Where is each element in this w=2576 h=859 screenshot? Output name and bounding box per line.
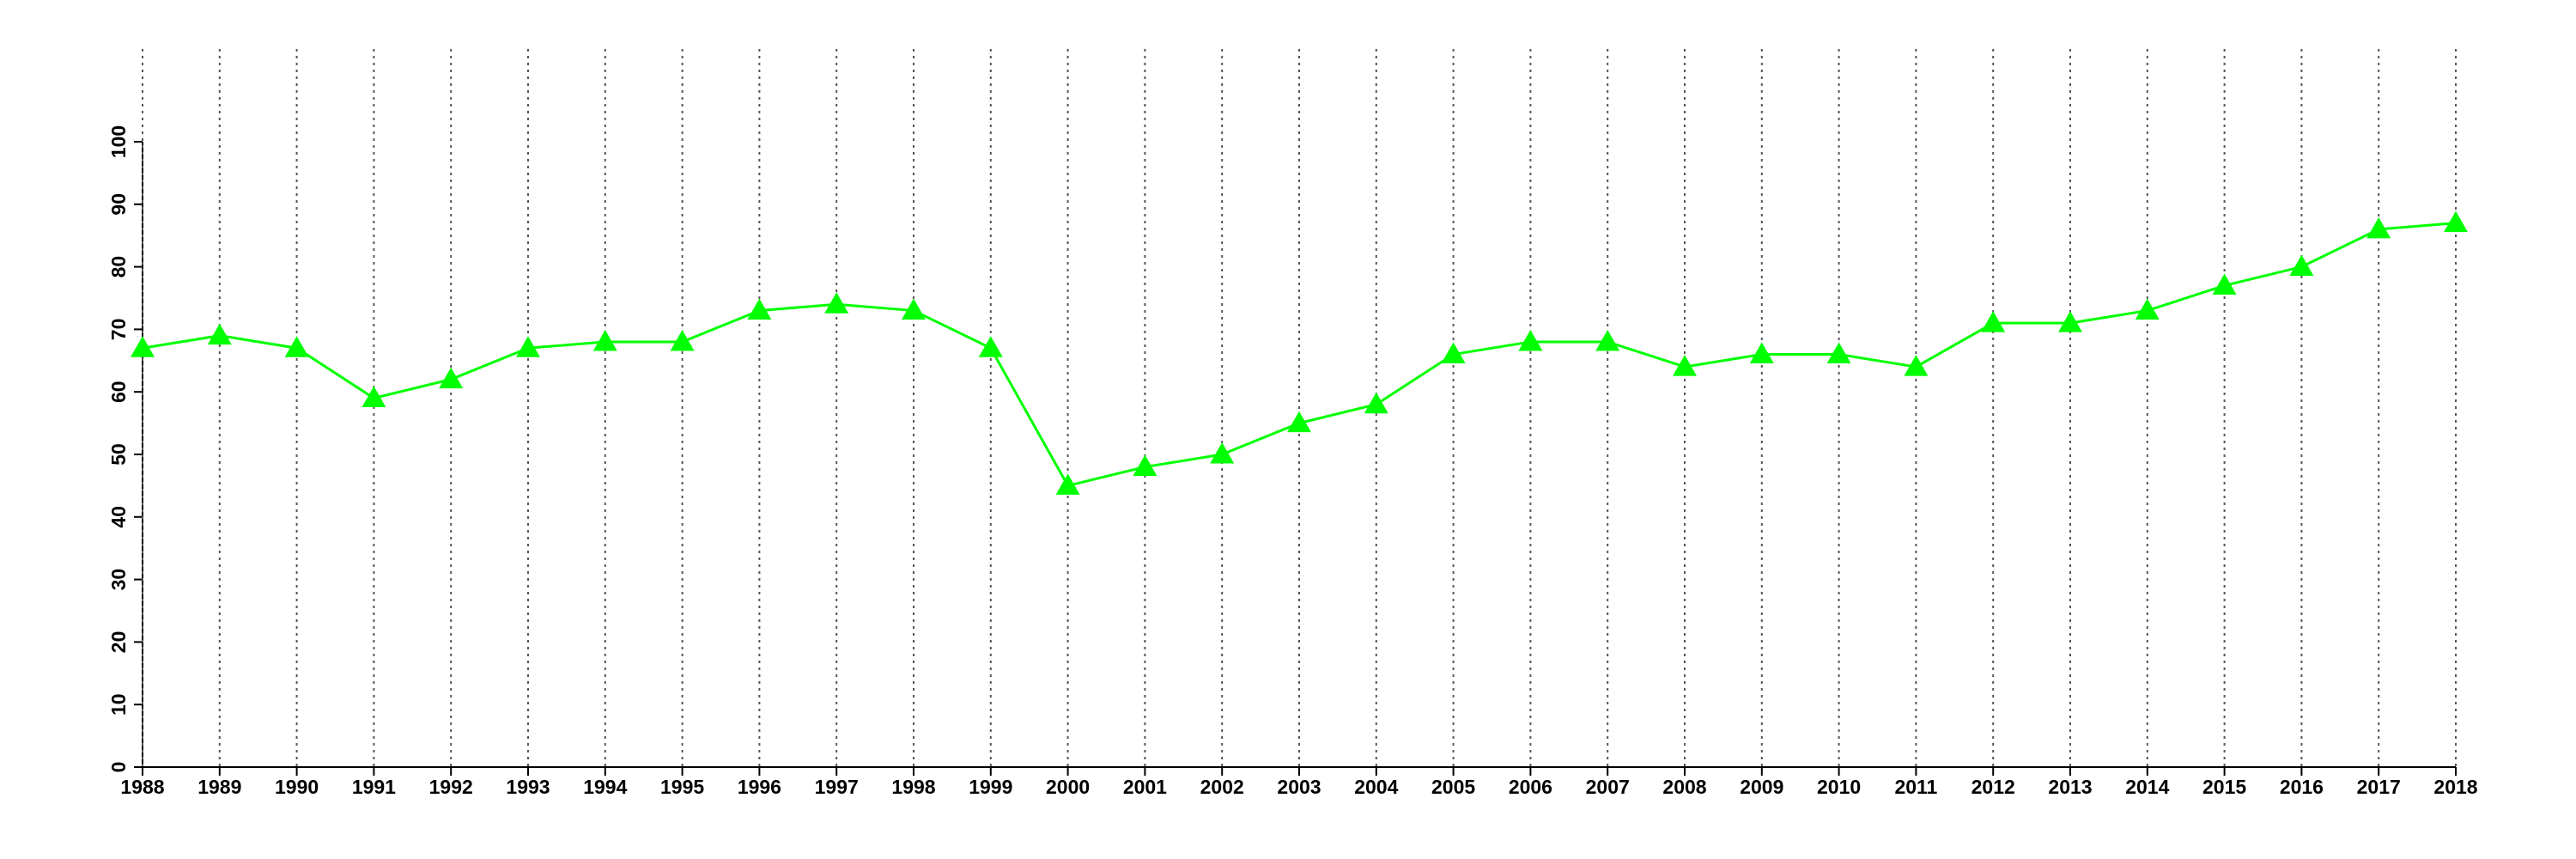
x-tick-label: 2016 — [2280, 776, 2324, 798]
x-tick-label: 2000 — [1046, 776, 1090, 798]
marker — [592, 329, 617, 351]
marker — [747, 298, 772, 320]
marker — [131, 336, 155, 357]
marker — [2135, 298, 2160, 320]
x-tick-label: 2013 — [2048, 776, 2092, 798]
marker — [1595, 329, 1620, 351]
marker — [1673, 355, 1697, 376]
marker — [902, 298, 926, 320]
x-tick-label: 1994 — [583, 776, 627, 798]
x-tick-label: 1997 — [815, 776, 859, 798]
y-tick-label: 50 — [107, 443, 130, 466]
marker — [2212, 273, 2237, 295]
marker — [516, 336, 540, 357]
x-tick-label: 2006 — [1509, 776, 1552, 798]
x-tick-label: 2002 — [1200, 776, 1244, 798]
marker — [439, 367, 464, 389]
y-tick-label: 40 — [107, 506, 130, 528]
marker — [2058, 311, 2082, 332]
x-tick-label: 2017 — [2357, 776, 2401, 798]
y-tick-label: 70 — [107, 319, 130, 341]
x-tick-label: 1999 — [969, 776, 1012, 798]
x-tick-label: 1988 — [120, 776, 164, 798]
marker — [1826, 342, 1851, 364]
y-tick-label: 80 — [107, 256, 130, 278]
marker — [284, 336, 309, 357]
marker — [1210, 442, 1235, 464]
x-tick-label: 2004 — [1354, 776, 1398, 798]
x-tick-label: 2015 — [2202, 776, 2246, 798]
y-tick-label: 90 — [107, 193, 130, 216]
x-tick-label: 1991 — [352, 776, 396, 798]
marker — [2444, 210, 2468, 233]
x-tick-label: 2011 — [1894, 776, 1937, 798]
x-tick-label: 2012 — [1971, 776, 2015, 798]
marker — [2366, 216, 2391, 239]
marker — [1287, 411, 1311, 433]
marker — [361, 386, 386, 407]
y-tick-label: 100 — [107, 125, 130, 158]
marker — [1055, 473, 1080, 495]
marker — [1981, 311, 2006, 332]
marker — [1749, 342, 1774, 364]
marker — [824, 292, 849, 314]
y-tick-label: 20 — [107, 631, 130, 654]
x-tick-label: 1998 — [891, 776, 935, 798]
marker — [1904, 355, 1929, 376]
x-tick-label: 2008 — [1662, 776, 1706, 798]
marker — [1133, 454, 1157, 477]
y-tick-label: 30 — [107, 569, 130, 591]
x-tick-label: 1995 — [660, 776, 704, 798]
marker — [978, 336, 1003, 357]
x-tick-label: 1996 — [738, 776, 781, 798]
x-tick-label: 2010 — [1817, 776, 1861, 798]
marker — [1364, 392, 1388, 414]
x-tick-label: 2009 — [1740, 776, 1783, 798]
y-tick-label: 0 — [107, 762, 130, 773]
x-tick-label: 1990 — [275, 776, 319, 798]
x-tick-label: 2003 — [1277, 776, 1321, 798]
x-tick-label: 2005 — [1431, 776, 1475, 798]
x-tick-label: 2018 — [2433, 776, 2477, 798]
x-tick-label: 2007 — [1586, 776, 1630, 798]
marker — [670, 329, 695, 351]
y-tick-label: 10 — [107, 693, 130, 716]
x-tick-label: 2001 — [1123, 776, 1167, 798]
x-tick-label: 2014 — [2125, 776, 2169, 798]
marker — [1441, 342, 1466, 364]
x-tick-label: 1992 — [429, 776, 473, 798]
x-tick-label: 1989 — [197, 776, 241, 798]
marker — [1518, 329, 1543, 351]
marker — [207, 323, 232, 345]
y-tick-label: 60 — [107, 381, 130, 403]
x-tick-label: 1993 — [506, 776, 550, 798]
marker — [2289, 254, 2314, 277]
